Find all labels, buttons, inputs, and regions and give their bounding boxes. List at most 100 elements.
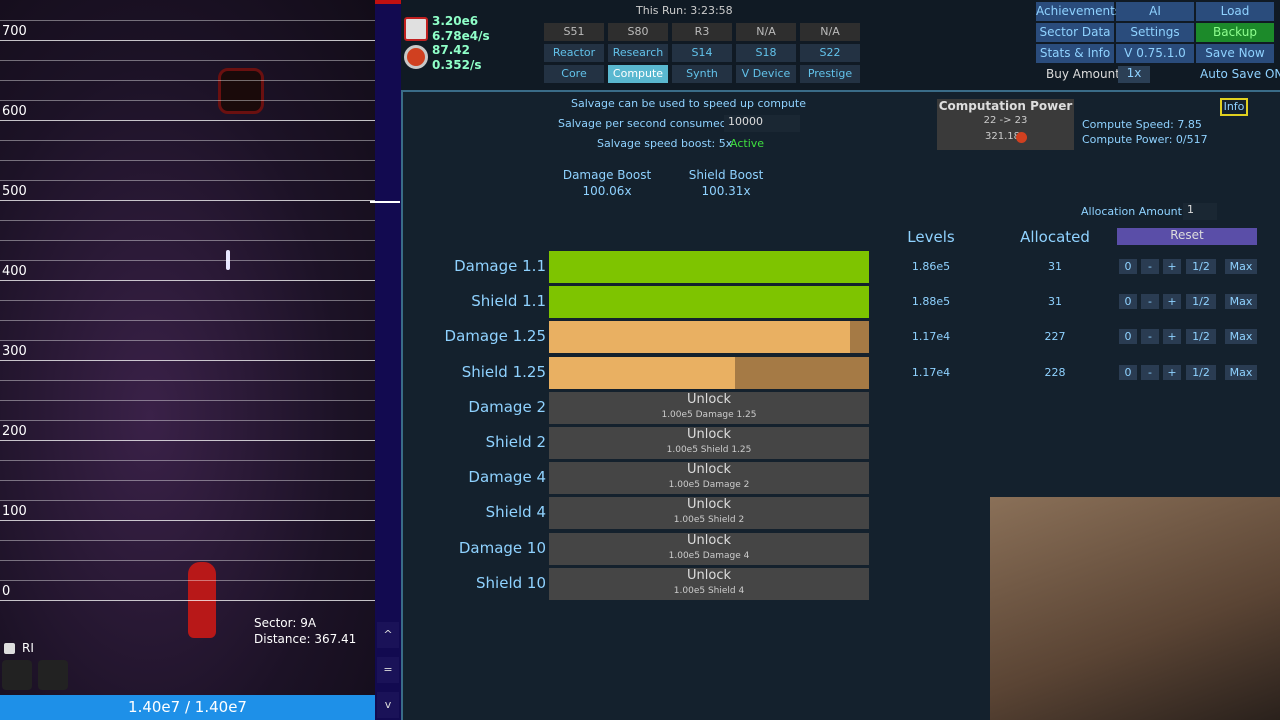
track-line: [0, 120, 375, 121]
row-button[interactable]: +: [1163, 259, 1181, 274]
side-button[interactable]: =: [377, 657, 399, 683]
unlock-button[interactable]: [549, 427, 869, 459]
progress-fill: [549, 286, 869, 319]
track-line: [0, 480, 375, 481]
menu-button[interactable]: Sector Data: [1036, 23, 1114, 42]
reset-button[interactable]: Reset: [1117, 228, 1257, 245]
salvage-input[interactable]: 10000: [724, 115, 800, 132]
row-name: Damage 2: [468, 397, 546, 416]
allocated-header: Allocated: [1020, 228, 1090, 246]
tab-button[interactable]: S14: [672, 44, 732, 62]
side-button[interactable]: v: [377, 692, 399, 718]
row-button[interactable]: Max: [1225, 329, 1257, 345]
unlock-label: Unlock: [687, 391, 731, 407]
unlock-requirement: 1.00e5 Damage 1.25: [661, 409, 757, 420]
checkbox-label: RI: [22, 641, 34, 655]
progress-fill: [549, 251, 869, 283]
row-levels: 1.86e5: [911, 260, 951, 273]
tab-button[interactable]: Prestige: [800, 65, 860, 83]
tab-button[interactable]: Reactor: [544, 44, 604, 62]
boost-name: Shield Boost: [688, 168, 764, 182]
salvage-boost: Salvage speed boost: 5x: [597, 137, 733, 150]
menu-button[interactable]: V 0.75.1.0: [1116, 44, 1194, 63]
menu-button[interactable]: Stats & Info: [1036, 44, 1114, 63]
row-name: Shield 10: [476, 573, 546, 592]
track-line: [0, 260, 375, 261]
row-button[interactable]: 0: [1119, 294, 1137, 310]
tab-button[interactable]: N/A: [736, 23, 796, 41]
tab-button[interactable]: R3: [672, 23, 732, 41]
tab-button[interactable]: S51: [544, 23, 604, 41]
row-button[interactable]: 0: [1119, 364, 1137, 380]
tab-button[interactable]: Synth: [672, 65, 732, 83]
track-line: [0, 240, 375, 241]
menu-button[interactable]: Backup: [1196, 23, 1274, 42]
projectile: [226, 250, 230, 270]
row-button[interactable]: 0: [1119, 259, 1137, 274]
menu-button[interactable]: AI: [1116, 2, 1194, 21]
tab-button[interactable]: N/A: [800, 23, 860, 41]
height-label: 400: [2, 264, 27, 279]
cost-icon: [1016, 132, 1027, 143]
buy-amount-label: Buy Amount:: [1046, 67, 1124, 81]
row-button[interactable]: Max: [1225, 259, 1257, 274]
tab-button[interactable]: Research: [608, 44, 668, 62]
ability-icon[interactable]: [38, 660, 68, 690]
row-allocated: 31: [1048, 295, 1062, 309]
track-line: [0, 140, 375, 141]
unlock-requirement: 1.00e5 Shield 4: [673, 585, 745, 596]
tab-button[interactable]: Compute: [608, 65, 668, 83]
row-button[interactable]: 1/2: [1186, 329, 1216, 345]
buy-amount-button[interactable]: 1x: [1118, 66, 1150, 83]
menu-button[interactable]: Settings: [1116, 23, 1194, 42]
info-button[interactable]: Info: [1220, 98, 1248, 116]
row-button[interactable]: -: [1141, 259, 1159, 274]
checkbox[interactable]: [4, 643, 15, 654]
unlock-button[interactable]: [549, 391, 869, 424]
unlock-button[interactable]: [549, 532, 869, 565]
row-button[interactable]: +: [1163, 294, 1181, 310]
track-line: [0, 400, 375, 401]
resource-value: 87.42: [432, 43, 470, 57]
row-button[interactable]: +: [1163, 329, 1181, 345]
row-button[interactable]: +: [1163, 364, 1181, 380]
row-button[interactable]: 0: [1119, 329, 1137, 345]
track-line: [0, 180, 375, 181]
side-button[interactable]: ^: [377, 622, 399, 648]
tab-button[interactable]: S18: [736, 44, 796, 62]
ability-icon[interactable]: [2, 660, 32, 690]
allocation-input[interactable]: 1: [1183, 203, 1217, 220]
health-bar: 1.40e7 / 1.40e7: [0, 695, 375, 720]
unlock-button[interactable]: [549, 462, 869, 495]
row-button[interactable]: 1/2: [1186, 294, 1216, 310]
row-button[interactable]: Max: [1225, 294, 1257, 310]
unlock-requirement: 1.00e5 Damage 4: [668, 550, 750, 561]
tab-button[interactable]: S22: [800, 44, 860, 62]
track-line: [0, 520, 375, 521]
unlock-button[interactable]: [549, 567, 869, 600]
menu-button[interactable]: Achievements: [1036, 2, 1121, 21]
unlock-button[interactable]: [549, 497, 869, 530]
menu-button[interactable]: Load: [1196, 2, 1274, 21]
tab-button[interactable]: Core: [544, 65, 604, 83]
run-time: This Run: 3:23:58: [636, 4, 733, 17]
unlock-requirement: 1.00e5 Shield 2: [673, 515, 745, 526]
row-levels: 1.88e5: [911, 295, 951, 309]
tab-button[interactable]: V Device: [736, 65, 796, 83]
row-button[interactable]: Max: [1225, 364, 1257, 380]
resource-value: 3.20e6: [432, 14, 479, 28]
tab-button[interactable]: S80: [608, 23, 668, 41]
row-button[interactable]: -: [1141, 329, 1159, 345]
row-name: Shield 1.25: [461, 362, 546, 381]
track-line: [0, 200, 375, 201]
track-line: [0, 20, 375, 21]
row-button[interactable]: 1/2: [1186, 364, 1216, 380]
row-name: Shield 2: [485, 433, 546, 451]
menu-button[interactable]: Save Now: [1196, 44, 1274, 63]
row-button[interactable]: -: [1141, 364, 1159, 380]
row-button[interactable]: -: [1141, 294, 1159, 310]
row-button[interactable]: 1/2: [1186, 259, 1216, 274]
row-allocated: 227: [1044, 330, 1066, 344]
track-line: [0, 560, 375, 561]
